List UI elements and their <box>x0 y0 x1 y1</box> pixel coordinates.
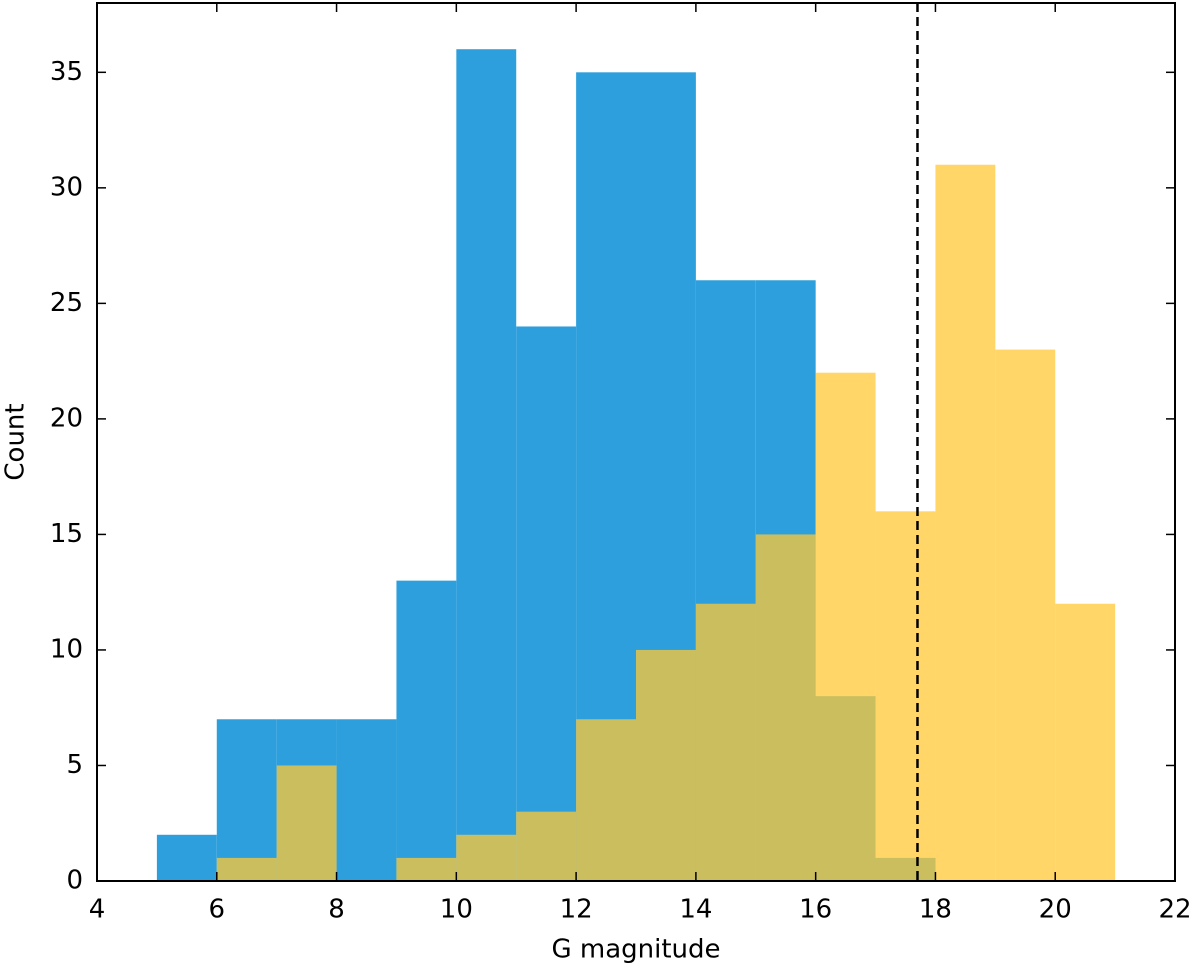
x-tick-label: 6 <box>209 895 226 925</box>
bar <box>456 834 517 881</box>
bar <box>875 511 936 881</box>
y-tick-label: 5 <box>66 750 83 780</box>
y-tick-label: 25 <box>50 288 83 318</box>
y-tick-label: 35 <box>50 57 83 87</box>
x-tick-label: 20 <box>1039 895 1072 925</box>
y-tick-label: 15 <box>50 519 83 549</box>
bar <box>935 164 996 882</box>
x-tick-label: 14 <box>679 895 712 925</box>
bar <box>995 349 1056 881</box>
x-tick-label: 12 <box>560 895 593 925</box>
x-tick-label: 10 <box>440 895 473 925</box>
bar <box>516 326 577 881</box>
x-tick-label: 4 <box>89 895 106 925</box>
x-tick-label: 8 <box>328 895 345 925</box>
bar <box>516 811 577 881</box>
bar <box>1055 603 1116 881</box>
bar <box>755 534 816 881</box>
x-axis-label: G magnitude <box>551 935 720 965</box>
bar <box>636 649 696 881</box>
bar <box>456 49 517 882</box>
x-tick-label: 18 <box>919 895 952 925</box>
bar <box>216 857 277 881</box>
y-tick-label: 0 <box>66 866 83 896</box>
bar <box>396 857 457 881</box>
bar <box>336 719 397 881</box>
x-tick-label: 16 <box>799 895 832 925</box>
bar <box>216 719 277 881</box>
bar <box>156 834 217 881</box>
y-tick-label: 20 <box>50 403 83 433</box>
bar <box>815 372 876 881</box>
x-tick-label: 22 <box>1158 895 1191 925</box>
bar <box>396 580 457 881</box>
y-axis-label: Count <box>1 403 31 480</box>
bar <box>576 719 636 881</box>
y-tick-label: 10 <box>50 634 83 664</box>
bar <box>695 603 756 881</box>
bar <box>276 765 337 881</box>
y-tick-label: 30 <box>50 172 83 202</box>
plot-frame <box>96 2 1176 882</box>
